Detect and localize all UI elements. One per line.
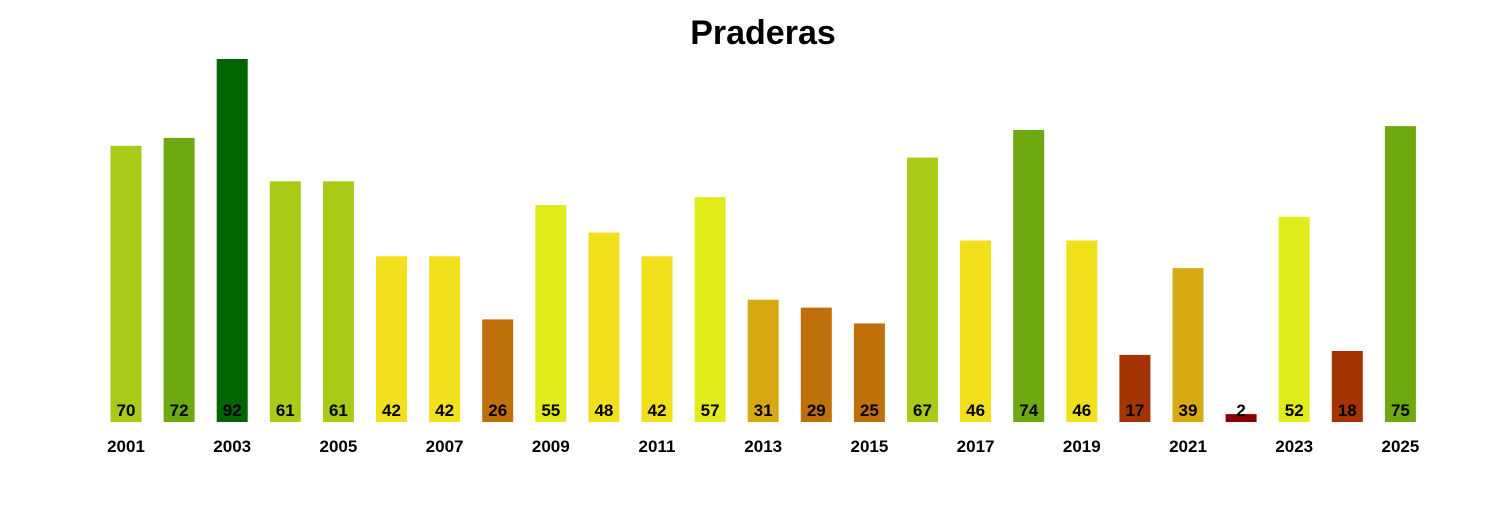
bar-2013 <box>747 299 779 422</box>
bar-value-label-2011: 42 <box>648 401 667 420</box>
bar-2020 <box>1119 354 1151 422</box>
bar-2022 <box>1225 414 1257 422</box>
x-tick-label-2009: 2009 <box>532 437 570 456</box>
bar-2005 <box>322 181 354 422</box>
bar-2017 <box>960 240 992 422</box>
bar-value-label-2001: 70 <box>117 401 136 420</box>
bar-value-label-2017: 46 <box>966 401 985 420</box>
bar-value-label-2004: 61 <box>276 401 295 420</box>
bar-2009 <box>535 205 567 422</box>
x-tick-label-2013: 2013 <box>744 437 782 456</box>
x-tick-label-2019: 2019 <box>1063 437 1101 456</box>
bar-value-label-2015: 25 <box>860 401 879 420</box>
x-axis-tick-labels: 2001 2003 2005 2007 2009 2011 2013 2015 2017 2019… <box>107 437 1419 456</box>
bar-value-label-2016: 67 <box>913 401 932 420</box>
x-tick-label-2023: 2023 <box>1275 437 1313 456</box>
bar-2011 <box>641 256 673 422</box>
bar-value-label-2002: 72 <box>170 401 189 420</box>
bar-2010 <box>588 232 620 422</box>
bar-value-label-2012: 57 <box>701 401 720 420</box>
value-labels-group: 70 72 92 61 61 42 42 26 55 48 42 57 31 29 25 67 46 74 46 17… <box>117 401 1410 420</box>
bar-2014 <box>800 307 832 422</box>
chart-title: Praderas <box>690 14 836 52</box>
bar-value-label-2019: 46 <box>1072 401 1091 420</box>
bars-group <box>110 59 1416 423</box>
bar-2021 <box>1172 268 1204 422</box>
bar-value-label-2010: 48 <box>594 401 613 420</box>
bar-value-label-2005: 61 <box>329 401 348 420</box>
bar-value-label-2009: 55 <box>541 401 560 420</box>
bar-2025 <box>1384 126 1416 422</box>
x-tick-label-2003: 2003 <box>213 437 251 456</box>
bar-value-label-2013: 31 <box>754 401 773 420</box>
bar-2008 <box>482 319 514 422</box>
bar-2018 <box>1013 130 1045 422</box>
bar-2012 <box>694 197 726 422</box>
x-tick-label-2017: 2017 <box>957 437 995 456</box>
bar-value-label-2006: 42 <box>382 401 401 420</box>
bar-value-label-2025: 75 <box>1391 401 1410 420</box>
bar-2016 <box>907 157 938 422</box>
bar-2004 <box>269 181 301 422</box>
bar-2019 <box>1066 240 1098 422</box>
x-tick-label-2001: 2001 <box>107 437 145 456</box>
bar-2003 <box>216 59 248 422</box>
bar-value-label-2023: 52 <box>1285 401 1304 420</box>
x-tick-label-2025: 2025 <box>1381 437 1419 456</box>
bar-value-label-2018: 74 <box>1019 401 1038 420</box>
bar-2023 <box>1278 216 1310 422</box>
bar-value-label-2008: 26 <box>488 401 507 420</box>
bar-2002 <box>163 137 195 422</box>
x-tick-label-2007: 2007 <box>426 437 464 456</box>
bar-value-label-2022: 2 <box>1236 401 1245 420</box>
bar-value-label-2021: 39 <box>1179 401 1198 420</box>
bar-2001 <box>110 145 142 423</box>
x-tick-label-2015: 2015 <box>850 437 888 456</box>
x-tick-label-2005: 2005 <box>319 437 357 456</box>
bar-value-label-2014: 29 <box>807 401 826 420</box>
bar-value-label-2003: 92 <box>223 401 242 420</box>
bar-value-label-2024: 18 <box>1338 401 1357 420</box>
bar-value-label-2020: 17 <box>1125 401 1144 420</box>
bar-value-label-2007: 42 <box>435 401 454 420</box>
bar-2007 <box>429 256 461 422</box>
bar-2006 <box>376 256 407 422</box>
bar-2024 <box>1331 351 1363 422</box>
x-tick-label-2021: 2021 <box>1169 437 1207 456</box>
x-tick-label-2011: 2011 <box>639 437 676 456</box>
bar-2015 <box>853 323 885 422</box>
